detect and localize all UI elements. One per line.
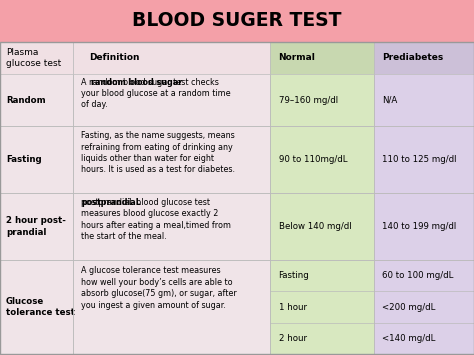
Text: <140 mg/dL: <140 mg/dL	[383, 334, 436, 343]
Bar	[0, 74, 73, 126]
Bar	[374, 74, 474, 126]
Bar	[374, 260, 474, 354]
Text: Definition: Definition	[89, 53, 140, 62]
Bar	[0, 42, 474, 354]
Bar	[0, 126, 270, 193]
Bar	[0, 260, 73, 354]
Text: postprandiaL blood glucose test
measures blood glucose exactly 2
hours after eat: postprandiaL blood glucose test measures…	[82, 198, 231, 241]
Bar	[0, 260, 270, 354]
Bar	[270, 193, 374, 260]
Text: 2 hour: 2 hour	[279, 334, 307, 343]
Bar	[374, 126, 474, 193]
Text: <200 mg/dL: <200 mg/dL	[383, 302, 436, 312]
Text: 79–160 mg/dl: 79–160 mg/dl	[279, 95, 337, 105]
Text: A glucose tolerance test measures
how well your body’s cells are able to
absorb : A glucose tolerance test measures how we…	[82, 267, 237, 310]
Bar	[73, 42, 270, 74]
Bar	[73, 74, 270, 126]
Bar	[374, 260, 474, 354]
Bar	[0, 0, 474, 42]
Bar	[374, 126, 474, 193]
Text: BLOOD SUGER TEST: BLOOD SUGER TEST	[132, 11, 342, 31]
Bar	[374, 193, 474, 260]
Bar	[270, 193, 374, 260]
Text: N/A: N/A	[383, 95, 398, 105]
Bar	[374, 42, 474, 74]
Bar	[270, 74, 374, 126]
Bar	[374, 74, 474, 126]
Bar	[73, 260, 270, 354]
Bar	[0, 193, 270, 260]
Bar	[270, 42, 374, 74]
Text: A random blood sugar test checks
your blood glucose at a random time
of day.: A random blood sugar test checks your bl…	[82, 77, 231, 109]
Bar	[270, 74, 374, 126]
Text: Prediabetes: Prediabetes	[383, 53, 444, 62]
Bar	[73, 126, 270, 193]
Text: Glucose
tolerance test: Glucose tolerance test	[6, 297, 75, 317]
Bar	[270, 260, 374, 354]
Bar	[73, 193, 270, 260]
Text: 140 to 199 mg/dl: 140 to 199 mg/dl	[383, 222, 456, 231]
Bar	[0, 74, 270, 126]
Text: 110 to 125 mg/dl: 110 to 125 mg/dl	[383, 155, 457, 164]
Bar	[270, 126, 374, 193]
Bar	[0, 193, 73, 260]
Bar	[374, 193, 474, 260]
Text: 2 hour post-
prandial: 2 hour post- prandial	[6, 217, 66, 236]
Bar	[0, 42, 73, 74]
Text: 60 to 100 mg/dL: 60 to 100 mg/dL	[383, 271, 454, 280]
Text: Plasma
glucose test: Plasma glucose test	[6, 48, 61, 68]
Text: random blood sugar: random blood sugar	[91, 77, 182, 87]
Text: Random: Random	[6, 95, 46, 105]
Text: 90 to 110mg/dL: 90 to 110mg/dL	[279, 155, 347, 164]
Text: Fasting: Fasting	[279, 271, 309, 280]
Text: Below 140 mg/dl: Below 140 mg/dl	[279, 222, 351, 231]
Text: Fasting: Fasting	[6, 155, 42, 164]
Text: 1 hour: 1 hour	[279, 302, 307, 312]
Bar	[270, 260, 374, 354]
Text: postprandiaL: postprandiaL	[82, 198, 141, 207]
Bar	[0, 126, 73, 193]
Bar	[270, 126, 374, 193]
Text: Fasting, as the name suggests, means
refraining from eating of drinking any
liqu: Fasting, as the name suggests, means ref…	[82, 131, 235, 174]
Text: Normal: Normal	[279, 53, 315, 62]
